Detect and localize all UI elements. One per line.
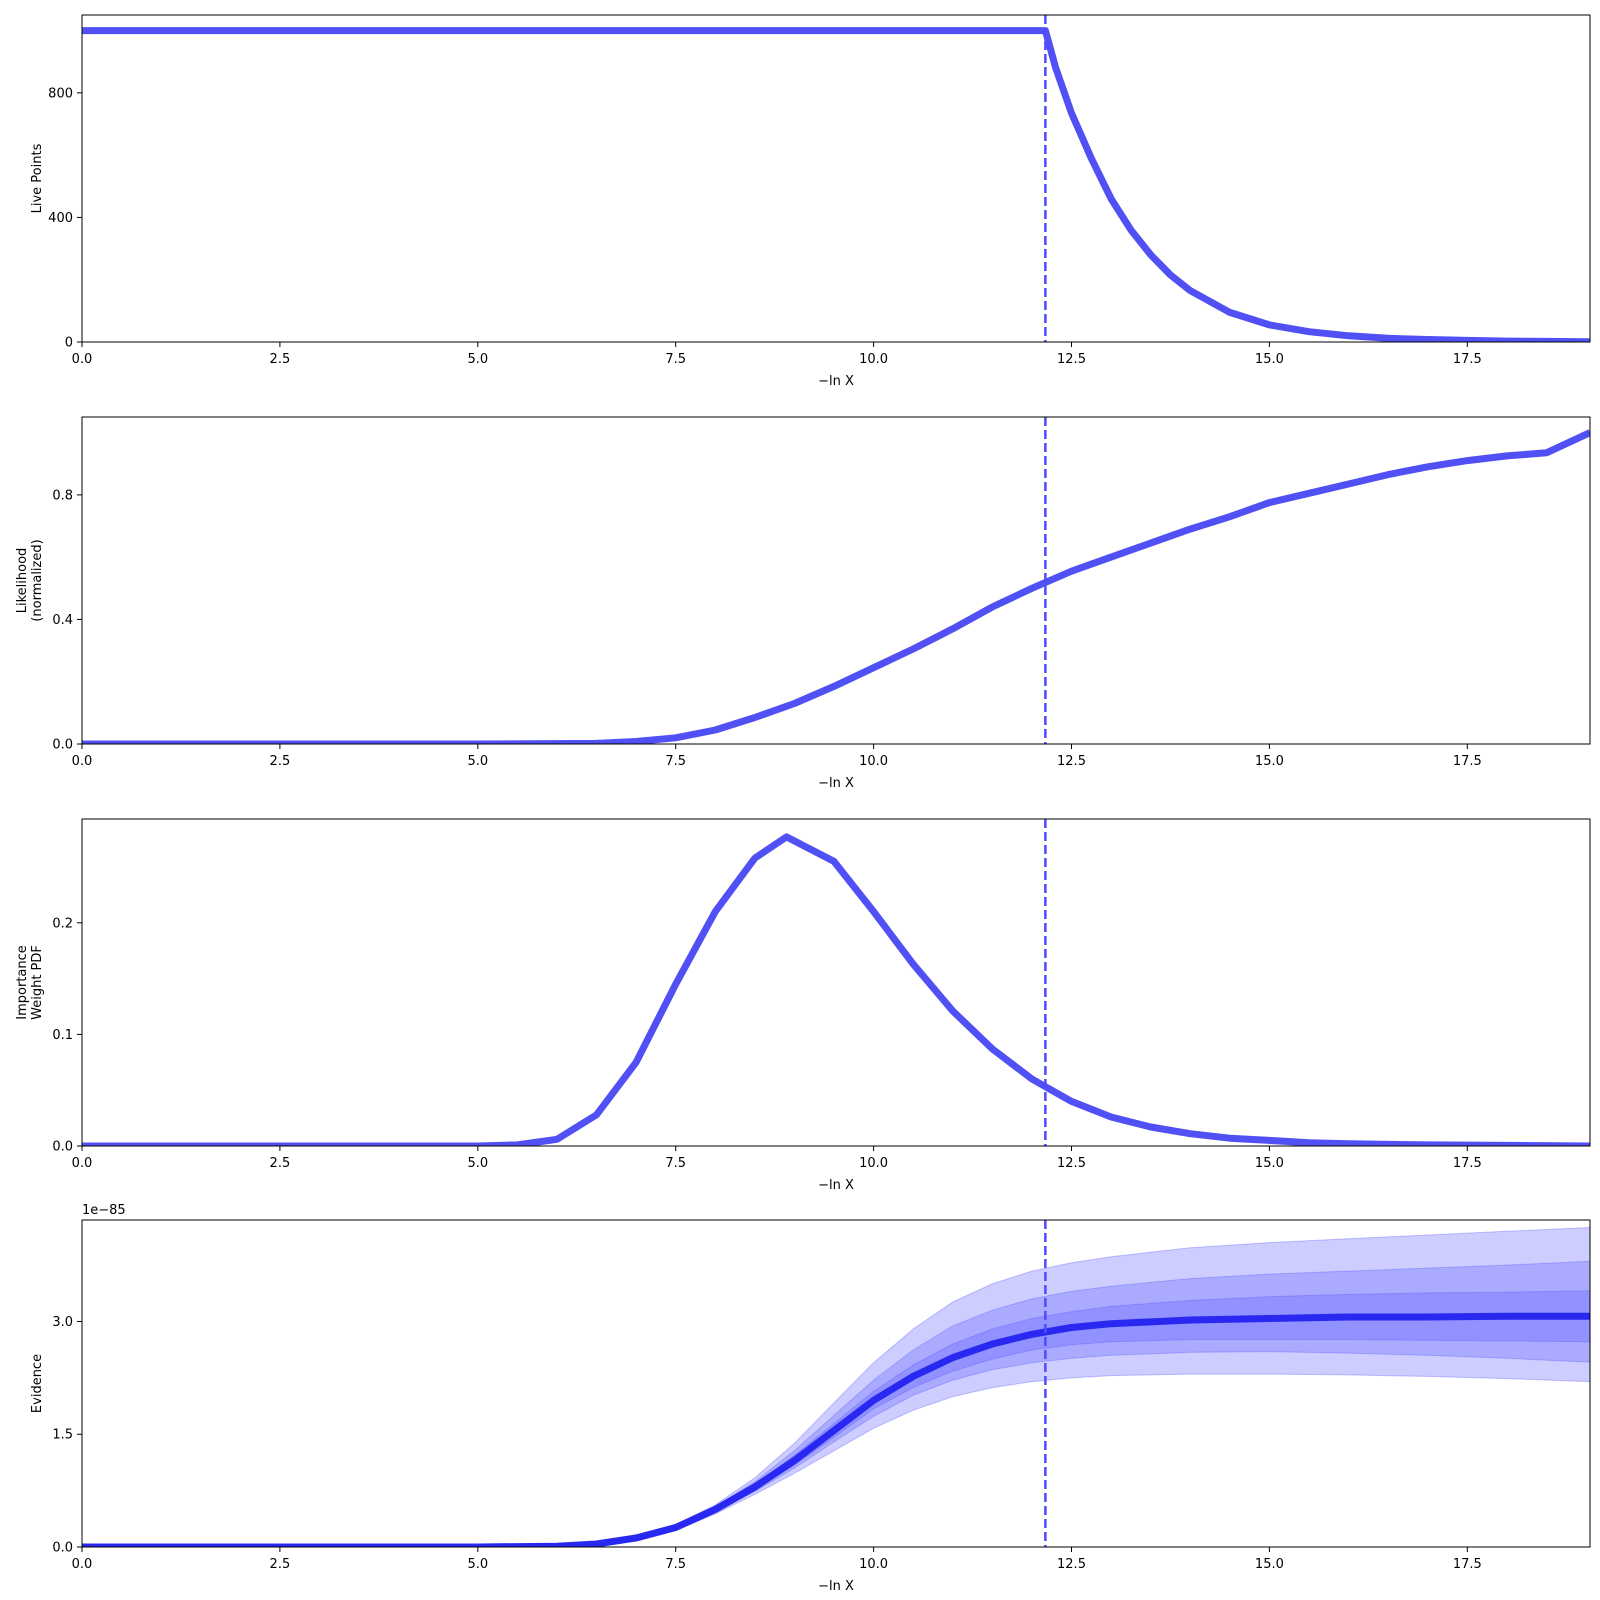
y-tick-label: 0.2 [52, 916, 73, 931]
x-tick-label: 15.0 [1255, 1557, 1284, 1572]
x-tick-label: 2.5 [270, 352, 291, 367]
x-tick-label: 7.5 [665, 754, 686, 769]
y-tick-label: 800 [48, 86, 73, 101]
x-tick-label: 12.5 [1057, 1557, 1086, 1572]
x-tick-label: 2.5 [270, 1557, 291, 1572]
y-tick-label: 0.8 [52, 488, 73, 503]
series-line-1 [82, 429, 1590, 744]
x-tick-label: 12.5 [1057, 1156, 1086, 1171]
x-tick-label: 17.5 [1453, 1557, 1482, 1572]
x-tick-label: 5.0 [467, 1156, 488, 1171]
y-axis-label: Importance [15, 945, 30, 1020]
y-tick-label: 0.0 [52, 1140, 73, 1155]
x-tick-label: 15.0 [1255, 352, 1284, 367]
y-axis-label: Evidence [30, 1354, 45, 1413]
y-axis-label: Live Points [30, 143, 45, 213]
x-tick-label: 10.0 [859, 1557, 888, 1572]
x-tick-label: 7.5 [665, 352, 686, 367]
x-tick-label: 17.5 [1453, 1156, 1482, 1171]
panel-1: 0.0 2.5 5.0 7.5 10.0 12.5 15.0 17.5 0 400 800 −ln X… [30, 14, 1591, 389]
y-tick-label: 0.1 [52, 1028, 73, 1043]
y-tick-label: 0.0 [52, 1541, 73, 1556]
x-axis-label: −ln X [818, 374, 854, 389]
x-tick-label: 12.5 [1057, 352, 1086, 367]
y-tick-label: 0.0 [52, 738, 73, 753]
axes-frame [81, 416, 1591, 745]
y-axis-label: Likelihood [15, 548, 30, 614]
x-tick-label: 2.5 [270, 754, 291, 769]
x-tick-label: 17.5 [1453, 754, 1482, 769]
axes-frame [81, 1219, 1591, 1548]
x-tick-label: 2.5 [270, 1156, 291, 1171]
y-tick-label: 400 [48, 211, 73, 226]
y-offset-label: 1e−85 [82, 1203, 126, 1218]
x-tick-label: 0.0 [72, 352, 93, 367]
x-axis-label: −ln X [818, 776, 854, 791]
x-tick-label: 10.0 [859, 1156, 888, 1171]
series-line-1 [82, 833, 1590, 1146]
x-tick-label: 10.0 [859, 754, 888, 769]
plot-area [82, 417, 1590, 744]
x-axis-label: −ln X [818, 1579, 854, 1594]
y-tick-label: 0.4 [52, 613, 73, 628]
plot-area [82, 819, 1590, 1146]
evidence-band-1 [82, 1226, 1590, 1547]
plot-area [82, 15, 1590, 342]
y-tick-label: 1.5 [52, 1428, 73, 1443]
x-tick-label: 0.0 [72, 754, 93, 769]
y-axis-label: Weight PDF [30, 945, 45, 1020]
x-tick-label: 0.0 [72, 1557, 93, 1572]
x-tick-label: 10.0 [859, 352, 888, 367]
x-tick-label: 7.5 [665, 1156, 686, 1171]
x-tick-label: 15.0 [1255, 1156, 1284, 1171]
x-tick-label: 7.5 [665, 1557, 686, 1572]
panel-2: 0.0 2.5 5.0 7.5 10.0 12.5 15.0 17.5 0.0 0.4 0.8 −ln… [15, 416, 1591, 791]
x-axis-label: −ln X [818, 1178, 854, 1193]
x-tick-label: 5.0 [467, 1557, 488, 1572]
x-tick-label: 0.0 [72, 1156, 93, 1171]
plot-area [82, 1220, 1590, 1547]
axes-frame [81, 818, 1591, 1147]
x-tick-label: 17.5 [1453, 352, 1482, 367]
series-line-1 [82, 27, 1590, 342]
x-tick-label: 12.5 [1057, 754, 1086, 769]
evidence-band-2 [82, 1260, 1590, 1547]
evidence-median-line [82, 1312, 1590, 1547]
y-tick-label: 0 [65, 336, 73, 351]
x-tick-label: 5.0 [467, 754, 488, 769]
panel-3: 0.0 2.5 5.0 7.5 10.0 12.5 15.0 17.5 0.0 0.1 0.2 −ln… [15, 818, 1591, 1193]
y-tick-label: 3.0 [52, 1315, 73, 1330]
x-tick-label: 15.0 [1255, 754, 1284, 769]
y-axis-label: (normalized) [30, 539, 45, 621]
panel-4: 0.0 2.5 5.0 7.5 10.0 12.5 15.0 17.5 0.0 1.5 3.0 −ln… [30, 1203, 1591, 1594]
x-tick-label: 5.0 [467, 352, 488, 367]
axes-frame [81, 14, 1591, 343]
